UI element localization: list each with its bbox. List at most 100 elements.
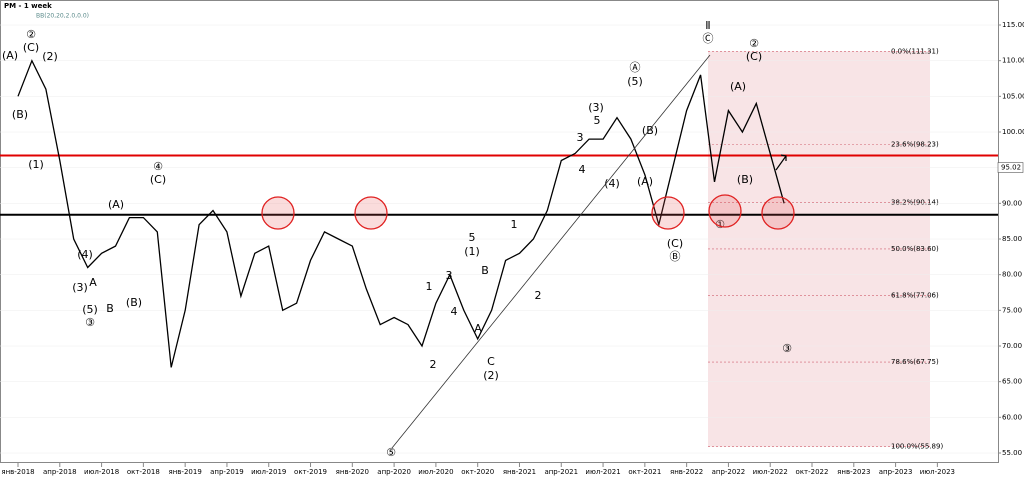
- fib-label: 50.0%(83.60): [891, 245, 939, 253]
- wave-label: ②: [749, 37, 759, 50]
- wave-label: (1): [464, 245, 480, 258]
- y-tick-label: 100.00: [1002, 128, 1024, 136]
- wave-label: 2: [535, 289, 542, 302]
- wave-label: ④: [153, 160, 163, 173]
- wave-label: (1): [28, 158, 44, 171]
- y-tick-label: 70.00: [1002, 342, 1022, 350]
- x-tick-label: июл-2021: [585, 468, 620, 476]
- wave-label: B: [106, 302, 114, 315]
- x-tick-label: окт-2018: [127, 468, 160, 476]
- x-tick-label: июл-2018: [84, 468, 119, 476]
- wave-label: Ⓐ: [630, 61, 641, 74]
- wave-label: A: [474, 322, 482, 335]
- x-tick-label: окт-2022: [796, 468, 829, 476]
- y-tick-label: 80.00: [1002, 271, 1022, 279]
- fib-label: 100.0%(55.89): [891, 443, 943, 451]
- y-tick-label: 110.00: [1002, 57, 1024, 65]
- x-tick-label: апр-2019: [210, 468, 244, 476]
- plot-frame: [0, 0, 999, 463]
- wave-label: (C): [746, 50, 762, 63]
- y-tick-label: 60.00: [1002, 413, 1022, 421]
- fib-label: 61.8%(77.06): [891, 292, 939, 300]
- circle: [651, 196, 685, 230]
- y-tick-label: 75.00: [1002, 306, 1022, 314]
- trend-line: [391, 54, 711, 449]
- wave-label: 1: [426, 280, 433, 293]
- x-tick-label: окт-2021: [628, 468, 661, 476]
- x-tick-label: апр-2023: [879, 468, 913, 476]
- wave-label: 2: [430, 358, 437, 371]
- x-tick-label: окт-2019: [294, 468, 327, 476]
- chart-title: PM - 1 week: [4, 2, 52, 10]
- y-tick-label: 115.00: [1002, 21, 1024, 29]
- wave-label: ②: [26, 28, 36, 41]
- x-tick-label: июл-2022: [753, 468, 788, 476]
- x-tick-label: янв-2021: [503, 468, 536, 476]
- y-tick-label: 55.00: [1002, 449, 1022, 457]
- wave-label: (C): [150, 173, 166, 186]
- x-tick-label: июл-2019: [251, 468, 286, 476]
- wave-label: (4): [77, 248, 93, 261]
- fib-label: 38.2%(90.14): [891, 198, 939, 206]
- wave-label: 4: [451, 305, 458, 318]
- wave-label: A: [89, 276, 97, 289]
- wave-label: (2): [42, 50, 58, 63]
- wave-label: (C): [667, 237, 683, 250]
- wave-label: ①: [715, 218, 725, 231]
- wave-label: (3): [588, 101, 604, 114]
- x-tick-label: янв-2020: [336, 468, 369, 476]
- y-tick-label: 85.00: [1002, 235, 1022, 243]
- last-price-label: 95.02: [1001, 164, 1021, 172]
- x-tick-label: янв-2022: [670, 468, 703, 476]
- wave-label: (5): [627, 75, 643, 88]
- wave-label: (A): [2, 49, 18, 62]
- y-tick-label: 65.00: [1002, 378, 1022, 386]
- wave-label: 5: [594, 114, 601, 127]
- wave-label: (B): [737, 173, 753, 186]
- circle: [354, 196, 388, 230]
- fib-label: 78.6%(67.75): [891, 358, 939, 366]
- circle: [761, 196, 795, 230]
- wave-label: (4): [604, 177, 620, 190]
- wave-label: Ⓑ: [670, 250, 681, 263]
- wave-label: Ⅱ: [705, 19, 710, 32]
- wave-label: ⑤: [386, 446, 396, 459]
- wave-label: B: [481, 264, 489, 277]
- arrow: [775, 154, 787, 171]
- y-tick-label: 90.00: [1002, 199, 1022, 207]
- wave-label: (B): [12, 108, 28, 121]
- y-tick-label: 105.00: [1002, 92, 1024, 100]
- wave-label: (C): [23, 41, 39, 54]
- wave-label: (A): [108, 198, 124, 211]
- x-tick-label: апр-2020: [377, 468, 411, 476]
- x-tick-label: июл-2020: [418, 468, 453, 476]
- wave-label: (2): [483, 369, 499, 382]
- wave-label: 1: [511, 218, 518, 231]
- wave-label: Ⓒ: [703, 32, 714, 45]
- x-tick-label: июл-2023: [920, 468, 955, 476]
- fib-label: 0.0%(111.31): [891, 47, 939, 55]
- circle: [708, 194, 742, 228]
- highlight-circles: [261, 194, 795, 230]
- fib-label: 23.6%(98.23): [891, 141, 939, 149]
- x-tick-label: янв-2019: [169, 468, 202, 476]
- price-line: [17, 59, 785, 368]
- wave-label: (3): [72, 281, 88, 294]
- x-tick-label: окт-2020: [461, 468, 494, 476]
- last-price-box: [997, 162, 1024, 173]
- wave-label: (5): [82, 303, 98, 316]
- x-tick-label: апр-2018: [43, 468, 77, 476]
- wave-label: 5: [469, 231, 476, 244]
- wave-label: 3: [446, 269, 453, 282]
- wave-label: ③: [782, 342, 792, 355]
- wave-label: (A): [730, 80, 746, 93]
- wave-label: (B): [642, 124, 658, 137]
- x-tick-label: апр-2022: [712, 468, 746, 476]
- x-tick-label: янв-2018: [1, 468, 34, 476]
- wave-label: (B): [126, 296, 142, 309]
- x-tick-label: апр-2021: [544, 468, 578, 476]
- wave-label: C: [487, 355, 495, 368]
- x-tick-label: янв-2023: [837, 468, 870, 476]
- wave-label: (A): [637, 175, 653, 188]
